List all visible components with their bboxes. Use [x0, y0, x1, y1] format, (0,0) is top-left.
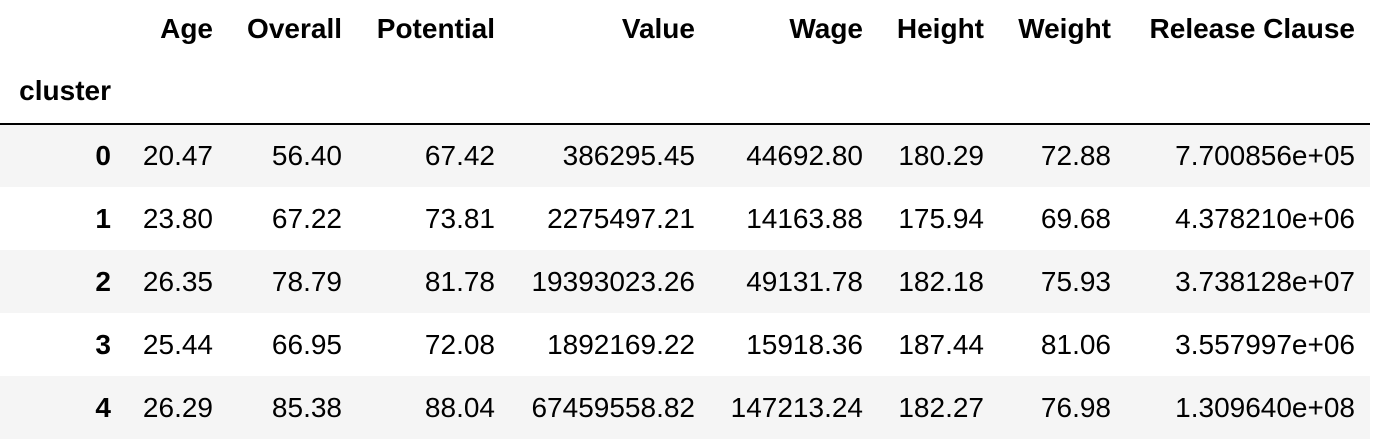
cell-overall: 78.79 [271, 265, 342, 297]
header-corner [0, 0, 126, 58]
column-header-age: Age [160, 13, 213, 44]
column-header-row: Age Overall Potential Value Wage Height … [0, 0, 1370, 58]
cell-overall: 85.38 [271, 391, 342, 423]
cell-potential: 73.81 [424, 202, 495, 234]
column-header-overall: Overall [247, 13, 342, 44]
cell-release-clause: 7.700856e+05 [1175, 140, 1355, 171]
cell-height: 182.18 [898, 265, 984, 297]
cell-wage: 44692.80 [746, 140, 863, 171]
table-row: 1 23.80 67.22 73.81 2275497.21 14163.88 … [0, 187, 1370, 250]
index-name-label: cluster [19, 74, 111, 106]
cell-release-clause: 3.738128e+07 [1175, 265, 1355, 297]
index-name-spacer [228, 58, 357, 124]
cell-age: 25.44 [142, 328, 213, 360]
cell-age: 23.80 [142, 202, 213, 234]
cell-overall: 67.22 [271, 202, 342, 234]
cell-weight: 69.68 [1040, 202, 1111, 234]
cell-potential: 72.08 [424, 328, 495, 360]
cell-wage: 49131.78 [746, 265, 863, 297]
cell-potential: 67.42 [424, 140, 495, 171]
cell-overall: 66.95 [271, 328, 342, 360]
cell-wage: 15918.36 [746, 328, 863, 360]
cell-potential: 81.78 [424, 265, 495, 297]
table-row: 2 26.35 78.79 81.78 19393023.26 49131.78… [0, 250, 1370, 313]
row-index-label: 1 [95, 202, 111, 234]
dataframe-table: Age Overall Potential Value Wage Height … [0, 0, 1370, 439]
table-row: 0 20.47 56.40 67.42 386295.45 44692.80 1… [0, 124, 1370, 187]
index-name-row: cluster [0, 58, 1370, 124]
index-name-spacer [999, 58, 1126, 124]
cell-value: 19393023.26 [531, 265, 695, 297]
column-header-potential: Potential [376, 13, 495, 44]
cell-weight: 76.98 [1040, 391, 1111, 423]
column-header-weight: Weight [1018, 13, 1111, 44]
cell-age: 26.35 [142, 265, 213, 297]
column-header-release-clause: Release Clause [1149, 13, 1355, 44]
index-name-spacer [710, 58, 878, 124]
cell-age: 26.29 [142, 391, 213, 423]
cell-release-clause: 1.309640e+08 [1175, 391, 1355, 423]
cell-value: 2275497.21 [547, 202, 695, 234]
cell-wage: 147213.24 [730, 391, 863, 423]
cell-overall: 56.40 [271, 140, 342, 171]
index-name-spacer [357, 58, 510, 124]
column-header-value: Value [621, 13, 695, 44]
cell-age: 20.47 [142, 140, 213, 171]
index-name-spacer [878, 58, 999, 124]
cell-height: 175.94 [898, 202, 984, 234]
table-row: 3 25.44 66.95 72.08 1892169.22 15918.36 … [0, 313, 1370, 376]
cell-height: 187.44 [898, 328, 984, 360]
cell-height: 180.29 [898, 140, 984, 171]
column-header-height: Height [896, 13, 984, 44]
index-name-spacer [126, 58, 228, 124]
cell-release-clause: 3.557997e+06 [1175, 328, 1355, 360]
cell-value: 67459558.82 [531, 391, 695, 423]
cell-wage: 14163.88 [746, 202, 863, 234]
cell-height: 182.27 [898, 391, 984, 423]
cell-weight: 75.93 [1040, 265, 1111, 297]
row-index-label: 3 [95, 328, 111, 360]
row-index-label: 4 [95, 391, 111, 423]
cell-weight: 81.06 [1040, 328, 1111, 360]
row-index-label: 0 [95, 140, 111, 171]
index-name-spacer [510, 58, 710, 124]
row-index-label: 2 [95, 265, 111, 297]
cell-weight: 72.88 [1040, 140, 1111, 171]
cell-value: 386295.45 [562, 140, 695, 171]
cell-potential: 88.04 [424, 391, 495, 423]
cell-value: 1892169.22 [547, 328, 695, 360]
table-row: 4 26.29 85.38 88.04 67459558.82 147213.2… [0, 376, 1370, 439]
column-header-wage: Wage [789, 13, 863, 44]
index-name-spacer [1126, 58, 1370, 124]
cell-release-clause: 4.378210e+06 [1175, 202, 1355, 234]
